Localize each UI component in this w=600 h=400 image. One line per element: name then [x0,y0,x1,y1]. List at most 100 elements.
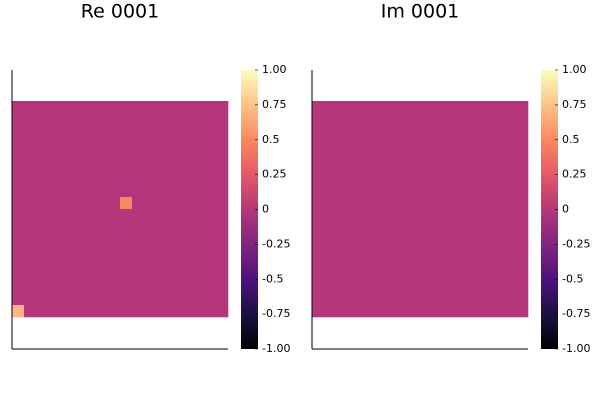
heatmap-cell [48,281,61,294]
heatmap-cell [180,173,193,186]
heatmap-cell [408,161,421,174]
heatmap-cell [84,197,97,210]
heatmap-cell [180,281,193,294]
heatmap-cell [492,233,505,246]
heatmap-cell [516,137,529,150]
heatmap-cell [96,233,109,246]
heatmap-cell [468,257,481,270]
heatmap-cell [432,137,445,150]
heatmap-cell [204,269,217,282]
heatmap-cell [108,281,121,294]
heatmap-cell [204,257,217,270]
heatmap-cell [60,113,73,126]
heatmap-cell [336,185,349,198]
heatmap-cell [36,257,49,270]
heatmap-cell [12,113,25,126]
heatmap-cell [120,161,133,174]
heatmap-cell [24,137,37,150]
heatmap-cell [24,257,37,270]
heatmap-cell [48,113,61,126]
heatmap-cell [144,197,157,210]
heatmap-cell [180,161,193,174]
heatmap-cell [324,149,337,162]
heatmap-cell [120,257,133,270]
heatmap-cell [48,149,61,162]
heatmap-cell [84,245,97,258]
heatmap-cell [192,257,205,270]
heatmap-cell [180,101,193,114]
heatmap-cell [36,281,49,294]
heatmap-cell [144,185,157,198]
heatmap-cell [144,257,157,270]
heatmap-cell [324,185,337,198]
heatmap-cell [492,209,505,222]
heatmap-cell [480,125,493,138]
heatmap-cell [168,185,181,198]
heatmap-cell [216,125,229,138]
heatmap-cell [204,137,217,150]
colorbar [241,70,258,349]
heatmap-cell [132,281,145,294]
heatmap-cell [360,185,373,198]
heatmap-cell [504,233,517,246]
heatmap-cell [156,113,169,126]
heatmap-cell [48,221,61,234]
heatmap-cell [12,197,25,210]
heatmap-cell [48,161,61,174]
heatmap-cell [216,113,229,126]
heatmap-cell [456,233,469,246]
heatmap-cell [72,281,85,294]
heatmap-cell [84,113,97,126]
heatmap-cell [312,101,325,114]
heatmap-cell [492,137,505,150]
heatmap-cell [192,233,205,246]
heatmap-cell [96,293,109,306]
heatmap-cell [384,101,397,114]
heatmap-cell [156,293,169,306]
heatmap-cell [360,293,373,306]
heatmap-cell [96,185,109,198]
heatmap-cell [336,305,349,318]
heatmap-cell [384,233,397,246]
colorbar-tick-label: -1.00 [262,342,290,355]
heatmap-cell [72,221,85,234]
heatmap-cell [408,209,421,222]
heatmap-cell [348,101,361,114]
heatmap-cell [24,209,37,222]
heatmap-cell [348,197,361,210]
heatmap-cell [216,137,229,150]
colorbar-tick-label: 0 [262,203,269,216]
heatmap-cell [156,209,169,222]
heatmap-cell [408,305,421,318]
heatmap-cell [324,137,337,150]
heatmap-cell [36,269,49,282]
heatmap-cell [432,233,445,246]
heatmap-cell [408,281,421,294]
heatmap-cell [60,305,73,318]
heatmap-cell [408,197,421,210]
heatmap-cell [24,245,37,258]
heatmap-cell [108,293,121,306]
heatmap-cell [504,137,517,150]
heatmap-cell [24,221,37,234]
heatmap-cell [60,149,73,162]
heatmap-cell [408,221,421,234]
heatmap-cell [12,173,25,186]
heatmap-cell [144,245,157,258]
heatmap-cell [216,305,229,318]
heatmap-cell [312,257,325,270]
heatmap-cell [384,185,397,198]
heatmap-cell [348,257,361,270]
heatmap-cell [72,161,85,174]
heatmap-cell [456,209,469,222]
heatmap-cell [432,125,445,138]
heatmap-cell [84,137,97,150]
heatmap-cell [504,293,517,306]
heatmap-cell [336,293,349,306]
heatmap-cell [492,293,505,306]
heatmap-cell [336,245,349,258]
heatmap-cell [60,125,73,138]
heatmap-cell [84,101,97,114]
heatmap-cell [504,125,517,138]
heatmap-cell [144,173,157,186]
